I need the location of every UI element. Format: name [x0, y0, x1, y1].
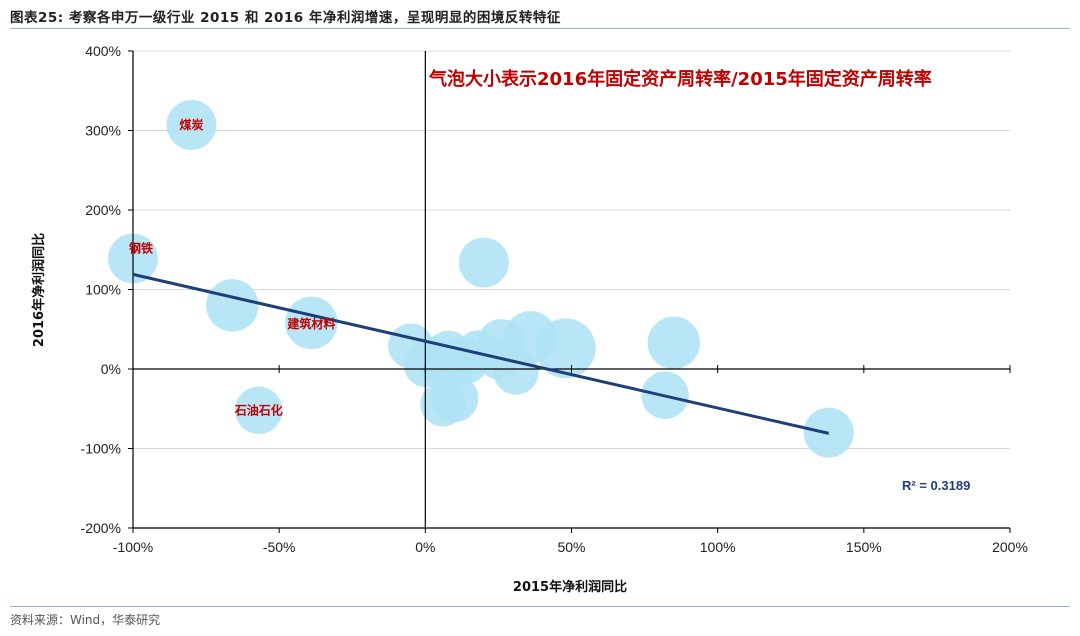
x-tick-label: -50% — [263, 539, 296, 555]
bubble-label: 建筑材料 — [286, 316, 335, 331]
trendline — [132, 272, 830, 435]
y-tick-label: 200% — [85, 202, 121, 218]
size-annotation: 气泡大小表示2016年固定资产周转率/2015年固定资产周转率 — [428, 68, 932, 90]
trendline-group — [132, 272, 830, 435]
axes — [128, 50, 1011, 533]
bubble-point — [647, 316, 701, 370]
x-tick-label: 50% — [557, 539, 585, 555]
bubble-label: 钢铁 — [129, 240, 153, 255]
y-tick-label: 0% — [101, 361, 121, 377]
top-divider — [10, 28, 1070, 29]
r-squared-label: R² = 0.3189 — [902, 478, 970, 493]
bubbles — [108, 99, 854, 458]
bubble-point — [440, 337, 481, 378]
gridlines — [133, 50, 1010, 529]
bubble-label: 石油石化 — [234, 402, 283, 417]
bubble-point — [388, 323, 434, 369]
source-note: 资料来源：Wind，华泰研究 — [10, 613, 161, 627]
x-tick-label: 0% — [415, 539, 435, 555]
tick-labels: 400% 300% 200% 100% 0% -100% -200% -100% -50% 0% 5… — [81, 43, 1028, 555]
x-tick-label: -100% — [113, 539, 153, 555]
y-axis-title: 2016年净利润同比 — [31, 233, 47, 347]
x-axis-title: 2015年净利润同比 — [513, 579, 627, 595]
bubble-point — [420, 381, 466, 427]
y-tick-label: -100% — [81, 441, 121, 457]
figure-title: 图表25: 考察各申万一级行业 2015 和 2016 年净利润增速，呈现明显的… — [10, 10, 561, 26]
bubble-point — [234, 386, 283, 435]
x-tick-label: 200% — [992, 539, 1028, 555]
bubble-point — [166, 99, 217, 150]
x-tick-label: 100% — [700, 539, 736, 555]
x-tick-label: 150% — [846, 539, 882, 555]
y-tick-label: 100% — [85, 282, 121, 298]
bubble-point — [206, 279, 259, 332]
bubble-label: 煤炭 — [179, 117, 203, 132]
bubble-point — [285, 296, 338, 350]
bottom-divider — [10, 606, 1070, 607]
y-tick-label: 300% — [85, 123, 121, 139]
y-tick-label: -200% — [81, 520, 121, 536]
bubble-point — [458, 237, 509, 288]
y-tick-label: 400% — [85, 43, 121, 59]
